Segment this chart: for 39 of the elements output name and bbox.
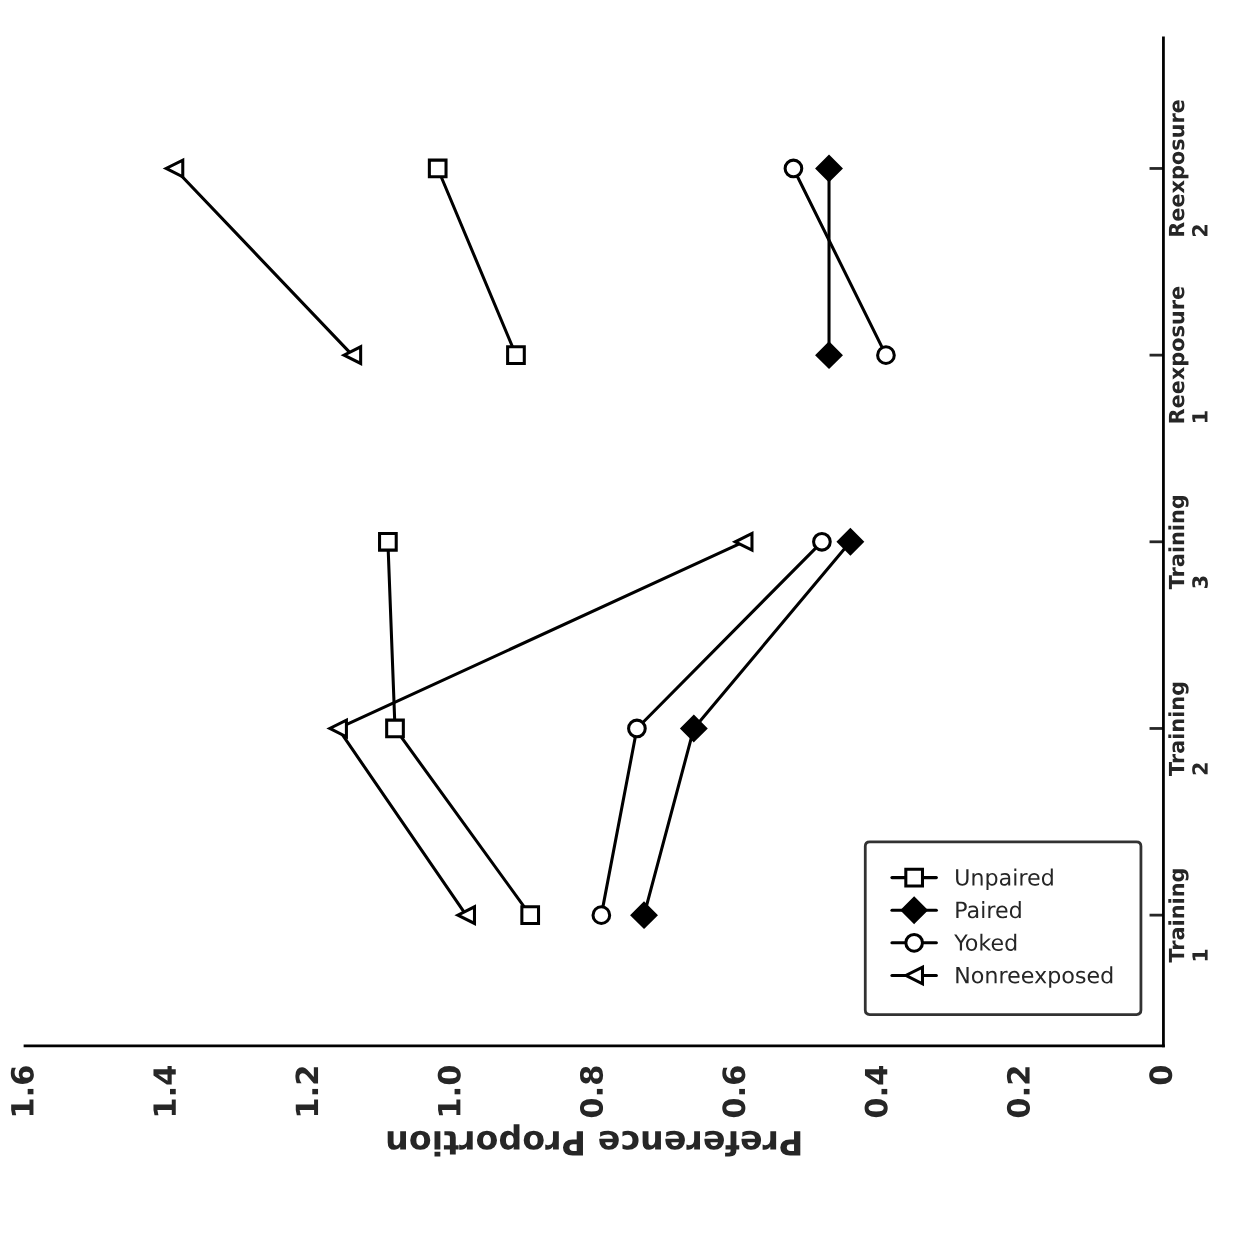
x-tick-label: 1.6	[10, 1066, 34, 1116]
y-tick-label: Reexposure 2	[1168, 100, 1208, 237]
legend-label: Nonreexposed	[956, 966, 1113, 988]
x-tick-label: 1.4	[153, 1065, 176, 1116]
point	[680, 715, 708, 742]
point	[328, 718, 348, 739]
legend-label: Yoked	[954, 933, 1017, 951]
y-tick-label: Training 2	[1168, 682, 1208, 776]
x-tick-label: 1.2	[295, 1067, 319, 1116]
point	[733, 531, 754, 552]
legend-label: Paired	[956, 901, 1021, 919]
point	[342, 345, 363, 365]
point	[506, 345, 526, 365]
x-tick-label: 0.6	[722, 1066, 746, 1118]
x-tick-label: 1.0	[437, 1066, 461, 1116]
point	[876, 345, 896, 365]
point	[812, 531, 832, 552]
point	[815, 341, 843, 369]
y-tick-label: Reexposure 1	[1168, 286, 1208, 423]
point	[627, 718, 647, 739]
point	[385, 718, 405, 739]
point	[783, 158, 804, 179]
x-tick-label: 0	[1149, 1066, 1173, 1085]
point	[630, 901, 658, 929]
x-tick-label: 0.4	[864, 1065, 888, 1118]
point	[520, 905, 541, 925]
point	[378, 531, 398, 552]
point	[591, 905, 612, 925]
point	[162, 157, 185, 179]
y-tick-label: Training 1	[1168, 869, 1208, 963]
point	[837, 528, 864, 556]
legend-label: Unpaired	[956, 868, 1053, 891]
x-axis-title: Preference Proportion	[387, 1124, 801, 1157]
point	[456, 905, 477, 925]
point	[815, 155, 843, 182]
x-tick-label: 0.2	[1006, 1067, 1030, 1118]
x-tick-label: 0.8	[579, 1066, 604, 1118]
y-tick-label: Training 3	[1168, 495, 1208, 590]
point	[427, 158, 448, 179]
